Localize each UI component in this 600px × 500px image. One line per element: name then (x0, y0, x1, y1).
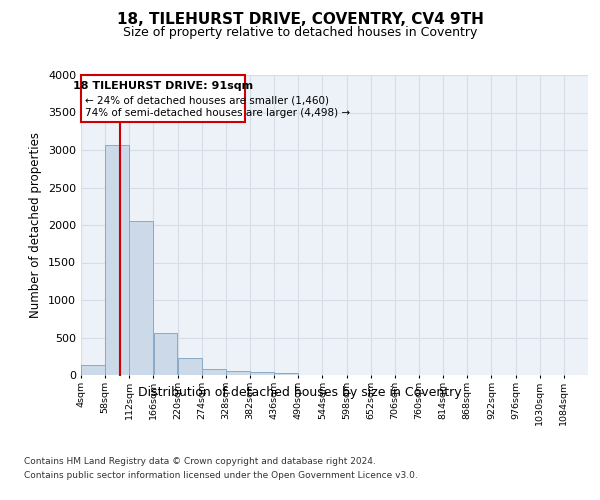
Bar (250, 372, 274, 375)
Text: 74% of semi-detached houses are larger (4,498) →: 74% of semi-detached houses are larger (… (85, 108, 350, 118)
Text: Size of property relative to detached houses in Coventry: Size of property relative to detached ho… (123, 26, 477, 39)
Text: 18, TILEHURST DRIVE, COVENTRY, CV4 9TH: 18, TILEHURST DRIVE, COVENTRY, CV4 9TH (116, 12, 484, 28)
Bar (81, 75, 245, 122)
Bar (202, 369, 226, 375)
Bar (130, 220, 154, 375)
Bar (154, 333, 178, 375)
Text: ← 24% of detached houses are smaller (1,460): ← 24% of detached houses are smaller (1,… (85, 96, 329, 106)
Text: Contains HM Land Registry data © Crown copyright and database right 2024.: Contains HM Land Registry data © Crown c… (24, 458, 376, 466)
Text: Contains public sector information licensed under the Open Government Licence v3: Contains public sector information licen… (24, 471, 418, 480)
Bar (105, 145, 129, 375)
Bar (274, 373, 298, 375)
Y-axis label: Number of detached properties: Number of detached properties (29, 132, 43, 318)
Text: Distribution of detached houses by size in Coventry: Distribution of detached houses by size … (138, 386, 462, 399)
Bar (226, 371, 250, 375)
Bar (178, 358, 202, 375)
Bar (81, 365, 105, 375)
Text: 18 TILEHURST DRIVE: 91sqm: 18 TILEHURST DRIVE: 91sqm (73, 81, 253, 91)
